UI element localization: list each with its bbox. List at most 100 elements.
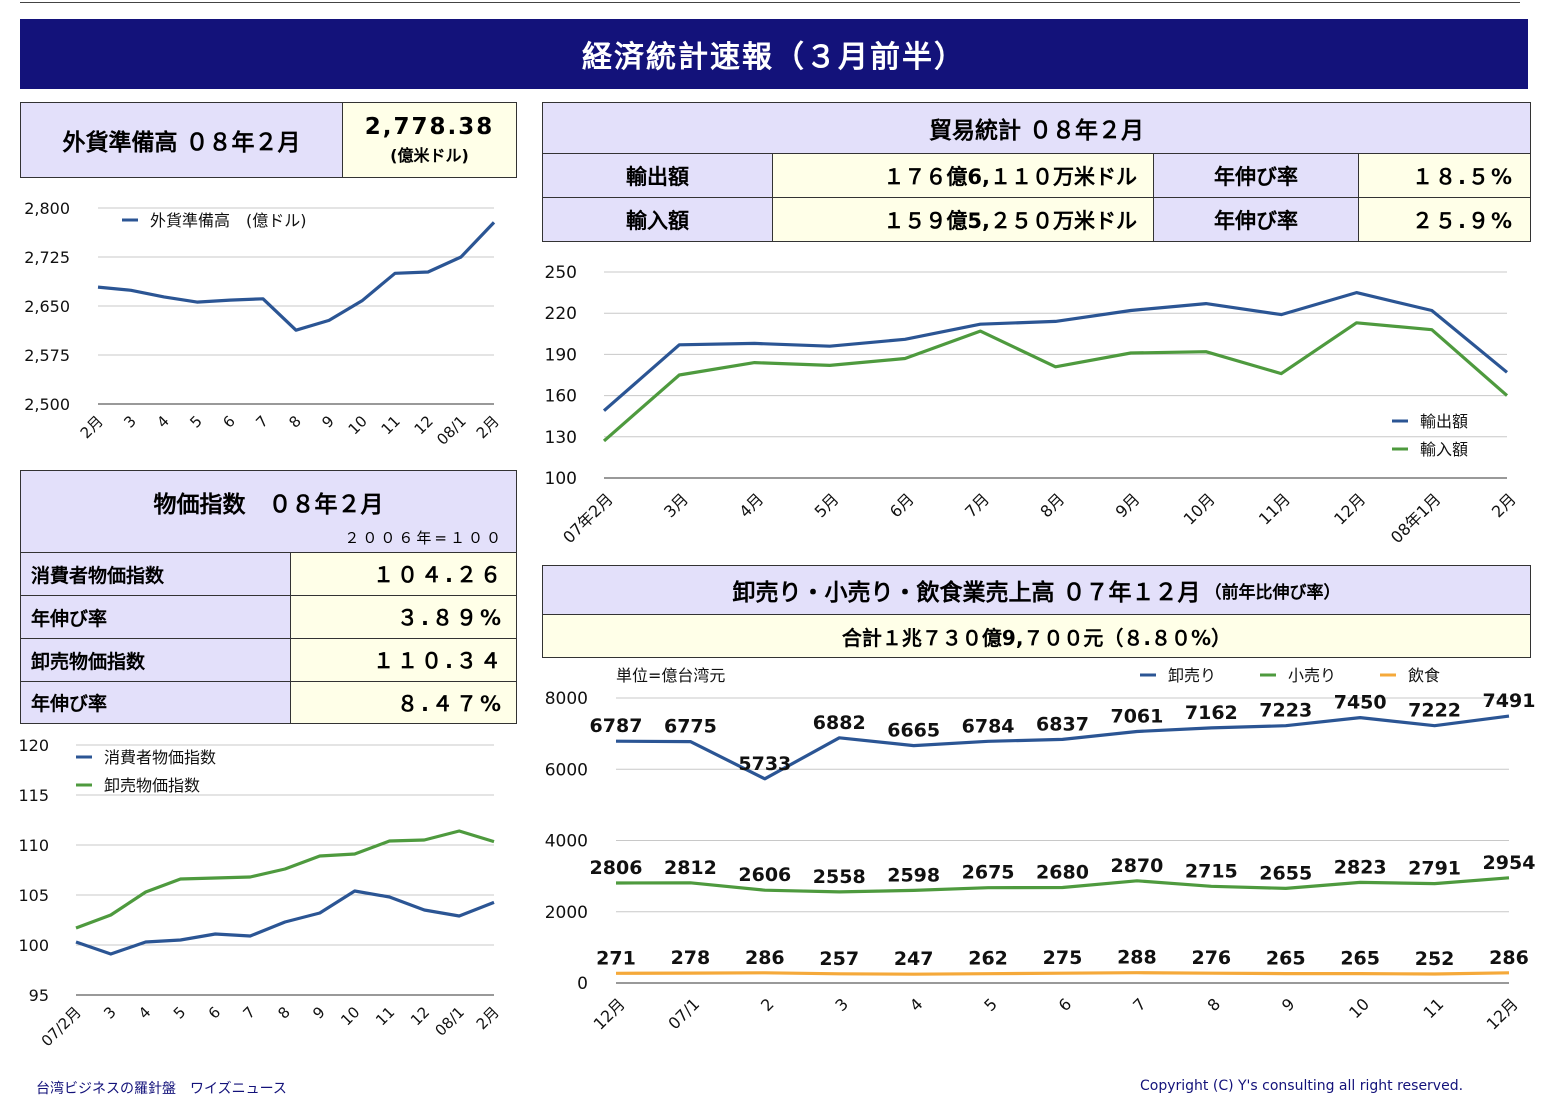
- x-tick-label: 7: [1129, 994, 1150, 1015]
- top-rule: [20, 2, 1520, 3]
- data-label: 2954: [1483, 852, 1536, 874]
- sales-title: 卸売り・小売り・飲食業売上高 ０７年１２月: [732, 580, 1201, 606]
- sales-total: 合計１兆７３０億9,７００元（８.８０%）: [542, 614, 1531, 658]
- legend-label: 輸出額: [1420, 412, 1468, 431]
- trade-export-growth-label: 年伸び率: [1153, 153, 1359, 198]
- x-tick-label: 07/2月: [38, 1003, 85, 1050]
- x-tick-label: 9月: [1112, 489, 1144, 521]
- trade-import-growth-label: 年伸び率: [1153, 197, 1359, 242]
- series-line-1: [97, 221, 496, 332]
- x-tick-label: 11月: [1255, 489, 1294, 528]
- x-tick-label: 07年2月: [559, 489, 617, 547]
- y-tick-label: 100: [18, 936, 49, 955]
- data-label: 2655: [1259, 862, 1312, 884]
- x-tick-label: 10月: [1180, 489, 1219, 528]
- x-tick-label: 7: [252, 412, 271, 431]
- x-tick-label: 3: [831, 994, 852, 1015]
- legend-label: 外貨準備高 (億ドル): [150, 211, 307, 230]
- data-label: 7162: [1185, 702, 1238, 724]
- x-tick-label: 08/1: [431, 1003, 468, 1040]
- y-tick-label: 2,575: [24, 346, 70, 365]
- cpi-growth-value: ３.８９%: [290, 595, 517, 639]
- y-tick-label: 190: [545, 345, 577, 365]
- cpi-growth-label: 年伸び率: [20, 595, 291, 639]
- data-label: 278: [671, 947, 711, 969]
- footer-left: 台湾ビジネスの羅針盤 ワイズニュース: [36, 1081, 287, 1097]
- x-tick-label: 2月: [473, 412, 503, 442]
- x-tick-label: 10: [345, 412, 371, 438]
- x-tick-label: 4: [135, 1003, 154, 1022]
- x-tick-label: 8: [285, 412, 304, 431]
- data-label: 6775: [664, 716, 717, 738]
- x-tick-label: 9: [1278, 994, 1299, 1015]
- data-label: 7222: [1408, 700, 1461, 722]
- y-tick-label: 120: [18, 736, 49, 755]
- x-tick-label: 4月: [735, 489, 767, 521]
- price-header: 物価指数 ０８年２月 ２００６年=１００: [20, 470, 517, 553]
- x-tick-label: 8: [1204, 994, 1225, 1015]
- x-tick-label: 2月: [473, 1003, 503, 1033]
- x-tick-label: 10: [1345, 994, 1373, 1022]
- x-tick-label: 5: [170, 1003, 189, 1022]
- y-tick-label: 2000: [545, 903, 588, 923]
- trade-import-value: １５９億5,２５０万米ドル: [772, 197, 1154, 242]
- x-tick-label: 2: [757, 994, 778, 1015]
- series-line-2: [602, 321, 1509, 443]
- x-tick-label: 3: [120, 412, 139, 431]
- x-tick-label: 12: [407, 1003, 433, 1029]
- price-base: ２００６年=１００: [344, 529, 504, 547]
- series-line-1: [75, 889, 495, 956]
- x-tick-label: 12月: [1330, 489, 1369, 528]
- legend-label: 飲食: [1408, 666, 1440, 685]
- x-tick-label: 5: [980, 994, 1001, 1015]
- series-line-2: [75, 829, 495, 930]
- data-label: 265: [1340, 948, 1380, 970]
- forex-value: 2,778.38: [364, 114, 495, 140]
- data-label: 257: [819, 948, 859, 970]
- x-tick-label: 5月: [811, 489, 843, 521]
- data-label: 6837: [1036, 713, 1089, 735]
- data-label: 247: [894, 948, 934, 970]
- trade-title: 貿易統計 ０８年２月: [542, 102, 1531, 154]
- y-tick-label: 130: [545, 428, 577, 448]
- data-label: 6665: [887, 720, 940, 742]
- unit-label: 単位=億台湾元: [616, 666, 725, 685]
- x-tick-label: 11: [378, 412, 404, 438]
- x-tick-label: 6月: [886, 489, 918, 521]
- data-label: 5733: [738, 753, 791, 775]
- x-tick-label: 8月: [1036, 489, 1068, 521]
- forex-unit: (億米ドル): [390, 146, 469, 165]
- cpi-value: １０４.２６: [290, 552, 517, 596]
- wpi-value: １１０.３４: [290, 638, 517, 682]
- wpi-growth-value: ８.４７%: [290, 681, 517, 724]
- x-tick-label: 12: [411, 412, 437, 438]
- x-tick-label: 7: [240, 1003, 259, 1022]
- data-label: 7450: [1334, 692, 1387, 714]
- legend-label: 小売り: [1288, 666, 1336, 685]
- data-label: 2606: [738, 864, 791, 886]
- series-line-2: [615, 876, 1510, 894]
- y-tick-label: 2,725: [24, 248, 70, 267]
- x-tick-label: 9: [318, 412, 337, 431]
- page-title: 経済統計速報（３月前半）: [20, 19, 1528, 89]
- x-tick-label: 3: [100, 1003, 119, 1022]
- x-tick-label: 11: [1420, 994, 1448, 1022]
- forex-chart: 2,800 2,725 2,650 2,575 2,500 2月 3 4 5 6 7 8 9 10 11 12…: [24, 199, 503, 449]
- trade-import-growth: ２５.９%: [1358, 197, 1531, 242]
- x-tick-label: 4: [153, 412, 172, 431]
- data-label: 2598: [887, 864, 940, 886]
- x-tick-label: 4: [906, 994, 927, 1015]
- data-label: 7061: [1110, 705, 1163, 727]
- data-label: 2791: [1408, 858, 1461, 880]
- data-label: 262: [968, 948, 1008, 970]
- y-tick-label: 160: [545, 387, 577, 407]
- x-tick-label: 08/1: [433, 412, 470, 449]
- data-label: 2870: [1110, 855, 1163, 877]
- y-tick-label: 100: [545, 469, 577, 489]
- data-label: 271: [596, 947, 636, 969]
- x-tick-label: 10: [337, 1003, 363, 1029]
- sales-title-note: （前年比伸び率）: [1204, 582, 1341, 603]
- data-label: 286: [745, 947, 785, 969]
- series-line-3: [615, 971, 1510, 976]
